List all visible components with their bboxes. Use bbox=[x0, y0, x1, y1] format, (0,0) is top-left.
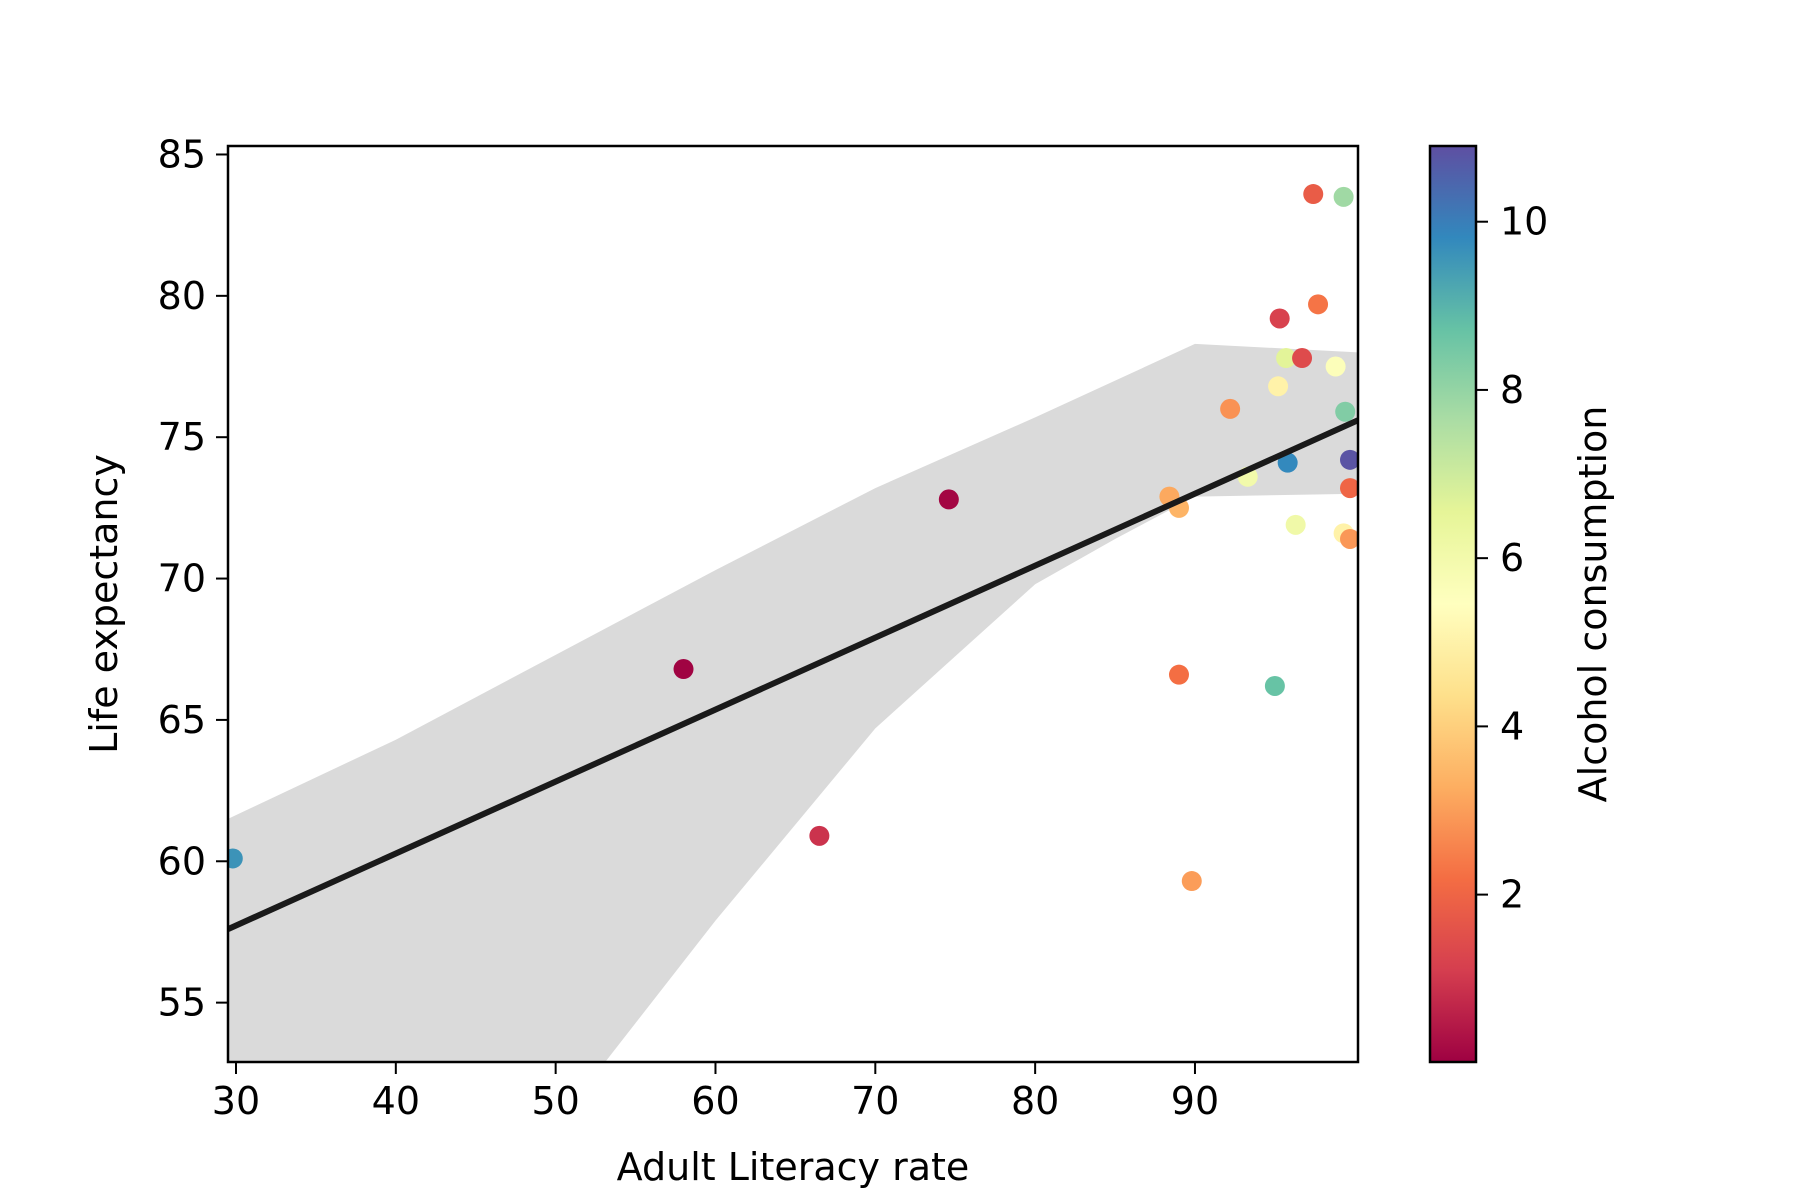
colorbar-label: Alcohol consumption bbox=[1571, 406, 1615, 803]
y-tick-label: 65 bbox=[158, 698, 206, 742]
scatter-point bbox=[809, 825, 830, 846]
colorbar-tick-label: 2 bbox=[1500, 873, 1524, 917]
scatter-point bbox=[1335, 401, 1356, 422]
colorbar-tick-label: 10 bbox=[1500, 200, 1548, 244]
y-tick-label: 80 bbox=[158, 274, 206, 318]
y-axis-label: Life expectancy bbox=[82, 454, 126, 754]
scatter-point bbox=[1340, 528, 1358, 549]
scatter-point bbox=[1325, 356, 1346, 377]
scatter-point bbox=[673, 659, 694, 680]
y-tick-label: 70 bbox=[158, 557, 206, 601]
x-tick-label: 30 bbox=[212, 1079, 260, 1123]
plot-frame bbox=[226, 144, 1360, 1064]
colorbar-tick-label: 4 bbox=[1500, 704, 1524, 748]
y-tick-label: 85 bbox=[158, 132, 206, 176]
scatter-point bbox=[1292, 348, 1313, 369]
scatter-point bbox=[1269, 308, 1290, 329]
x-tick-label: 60 bbox=[691, 1079, 739, 1123]
y-tick-label: 60 bbox=[158, 839, 206, 883]
x-tick-label: 80 bbox=[1011, 1079, 1059, 1123]
colorbar-gradient bbox=[1428, 144, 1478, 1064]
plot-area bbox=[228, 184, 1358, 1062]
confidence-band bbox=[228, 343, 1358, 1062]
y-tick-label: 75 bbox=[158, 415, 206, 459]
scatter-point bbox=[1285, 514, 1306, 535]
scatter-point bbox=[1264, 675, 1285, 696]
scatter-point bbox=[1268, 376, 1289, 397]
scatter-point bbox=[1308, 294, 1329, 315]
scatter-point bbox=[1277, 452, 1298, 473]
regression-line bbox=[228, 417, 1358, 932]
scatter-point bbox=[1181, 871, 1202, 892]
x-tick-label: 50 bbox=[531, 1079, 579, 1123]
y-tick-label: 55 bbox=[158, 981, 206, 1025]
axes: 30 40 50 60 70 80 90 55 60 65 70 75 80 85 bbox=[158, 132, 1360, 1123]
colorbar-tick-label: 6 bbox=[1500, 536, 1524, 580]
colorbar-tick-label: 8 bbox=[1500, 368, 1524, 412]
scatter-point bbox=[1276, 348, 1297, 369]
x-tick-label: 40 bbox=[372, 1079, 420, 1123]
x-tick-label: 90 bbox=[1171, 1079, 1219, 1123]
colorbar: 2 4 6 8 10 bbox=[1428, 144, 1548, 1064]
scatter-point bbox=[938, 489, 959, 510]
scatter-point bbox=[1333, 186, 1354, 207]
scatter-point bbox=[1168, 664, 1189, 685]
scatter-point bbox=[1303, 184, 1324, 205]
scatter-point bbox=[1340, 478, 1358, 499]
scatter-point bbox=[1220, 398, 1241, 419]
x-axis-label: Adult Literacy rate bbox=[617, 1145, 970, 1189]
scatter-point bbox=[228, 848, 243, 869]
x-tick-label: 70 bbox=[851, 1079, 899, 1123]
scatter-point bbox=[1340, 449, 1358, 470]
